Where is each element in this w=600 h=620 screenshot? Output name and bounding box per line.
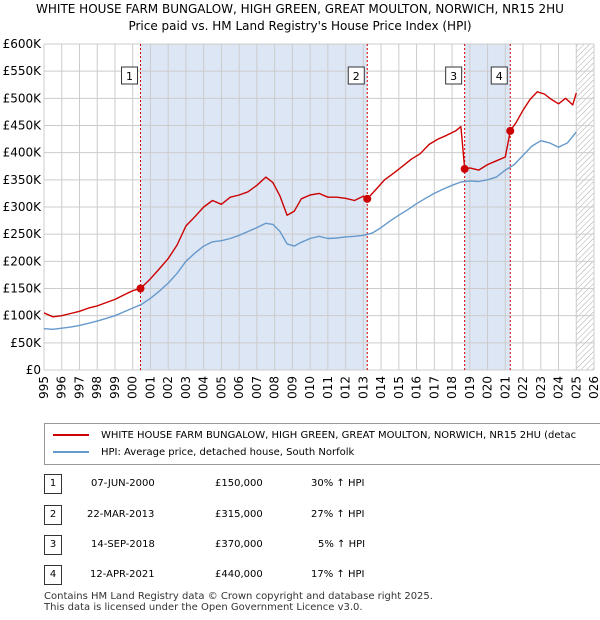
- sale-price: £370,000: [215, 539, 263, 550]
- sale-price: £440,000: [215, 569, 263, 580]
- y-tick-label: £200K: [3, 254, 43, 268]
- sale-date: 14-SEP-2018: [91, 539, 155, 550]
- x-tick-label: 2014: [374, 376, 388, 400]
- sale-number-badge: 3: [44, 535, 62, 555]
- legend-swatch-hpi: [53, 451, 89, 453]
- y-tick-label: £600K: [3, 37, 43, 51]
- sale-hpi-change: 17% ↑ HPI: [311, 569, 365, 580]
- x-tick-label: 2012: [339, 376, 353, 400]
- sale-hpi-change: 30% ↑ HPI: [311, 478, 365, 489]
- x-tick-label: 1998: [90, 376, 104, 400]
- chart-title: WHITE HOUSE FARM BUNGALOW, HIGH GREEN, G…: [36, 2, 564, 16]
- sale-4-badge: [490, 66, 508, 85]
- y-tick-label: £250K: [3, 227, 43, 241]
- y-tick-label: £0: [26, 363, 41, 377]
- legend-label-property: WHITE HOUSE FARM BUNGALOW, HIGH GREEN, G…: [101, 430, 577, 441]
- x-tick-label: 2015: [392, 376, 406, 400]
- x-tick-label: 2022: [516, 376, 530, 400]
- y-tick-label: £550K: [3, 64, 43, 78]
- x-tick-label: 2009: [285, 376, 299, 400]
- x-tick-label: 2020: [481, 376, 495, 400]
- sale-hpi-change: 5% ↑ HPI: [318, 539, 366, 550]
- x-tick-label: 2018: [445, 376, 459, 400]
- price-chart: 1 2 3 4 £0 £50K £100K £150K £200K £250K £300K £350…: [3, 37, 600, 400]
- x-tick-label: 1997: [72, 376, 86, 400]
- sale-1-point: [136, 284, 145, 293]
- x-tick-label: 2021: [498, 376, 512, 400]
- x-tick-label: 1995: [37, 376, 51, 400]
- y-tick-label: £350K: [3, 173, 43, 187]
- hpi-line: [44, 131, 577, 330]
- x-tick-label: 1996: [55, 376, 69, 400]
- x-tick-label: 2026: [587, 376, 600, 400]
- x-tick-label: 2023: [534, 376, 548, 400]
- sale-1-badge: [121, 66, 139, 85]
- legend-item-property: WHITE HOUSE FARM BUNGALOW, HIGH GREEN, G…: [53, 428, 576, 444]
- sale-2-point: [363, 194, 372, 203]
- sale-1-badge-label: 1: [126, 70, 133, 83]
- sale-2-badge: [347, 66, 365, 85]
- sale-number-badge: 4: [44, 565, 62, 585]
- sale-number-badge: 2: [44, 505, 62, 525]
- y-tick-label: £400K: [3, 146, 43, 160]
- sale-2-badge-label: 2: [353, 70, 360, 83]
- x-tick-label: 2025: [569, 376, 583, 400]
- y-tick-label: £450K: [3, 119, 43, 133]
- sale-4-badge-label: 4: [496, 70, 503, 83]
- sale-date: 12-APR-2021: [90, 569, 155, 580]
- y-tick-label: £300K: [3, 200, 43, 214]
- legend-swatch-property: [53, 434, 89, 436]
- y-tick-label: £150K: [3, 282, 43, 296]
- x-tick-label: 2004: [197, 376, 211, 400]
- sale-date: 07-JUN-2000: [91, 478, 155, 489]
- x-tick-label: 2002: [161, 376, 175, 400]
- sale-hpi-change: 27% ↑ HPI: [311, 509, 365, 520]
- x-tick-label: 2008: [268, 376, 282, 400]
- legend-item-hpi: HPI: Average price, detached house, Sout…: [53, 445, 354, 461]
- x-tick-label: 2019: [463, 376, 477, 400]
- x-tick-label: 2007: [250, 376, 264, 400]
- legend-label-hpi: HPI: Average price, detached house, Sout…: [101, 447, 355, 458]
- x-tick-label: 2011: [321, 376, 335, 400]
- x-tick-label: 2024: [552, 376, 566, 400]
- x-tick-label: 2010: [303, 376, 317, 400]
- x-tick-label: 2000: [126, 376, 140, 400]
- sale-3-badge: [445, 66, 463, 85]
- x-tick-label: 2017: [427, 376, 441, 400]
- footer-copyright: Contains HM Land Registry data © Crown c…: [44, 591, 433, 602]
- sale-3-point: [460, 164, 469, 173]
- y-tick-label: £100K: [3, 309, 43, 323]
- sale-price: £315,000: [215, 509, 263, 520]
- sale-3-badge-label: 3: [450, 70, 457, 83]
- sale-number-badge: 1: [44, 474, 62, 494]
- x-tick-label: 1999: [108, 376, 122, 400]
- x-tick-label: 2006: [232, 376, 246, 400]
- y-tick-label: £500K: [3, 91, 43, 105]
- chart-legend: WHITE HOUSE FARM BUNGALOW, HIGH GREEN, G…: [44, 423, 600, 465]
- footer-licence: This data is licensed under the Open Gov…: [44, 602, 363, 613]
- x-tick-label: 2013: [356, 376, 370, 400]
- x-tick-label: 2005: [214, 376, 228, 400]
- sale-price: £150,000: [215, 478, 263, 489]
- y-tick-label: £50K: [10, 336, 42, 350]
- chart-subtitle: Price paid vs. HM Land Registry's House …: [128, 19, 472, 33]
- x-tick-label: 2003: [179, 376, 193, 400]
- x-tick-label: 2001: [143, 376, 157, 400]
- sale-4-point: [506, 126, 515, 135]
- sale-date: 22-MAR-2013: [87, 509, 155, 520]
- x-tick-label: 2016: [410, 376, 424, 400]
